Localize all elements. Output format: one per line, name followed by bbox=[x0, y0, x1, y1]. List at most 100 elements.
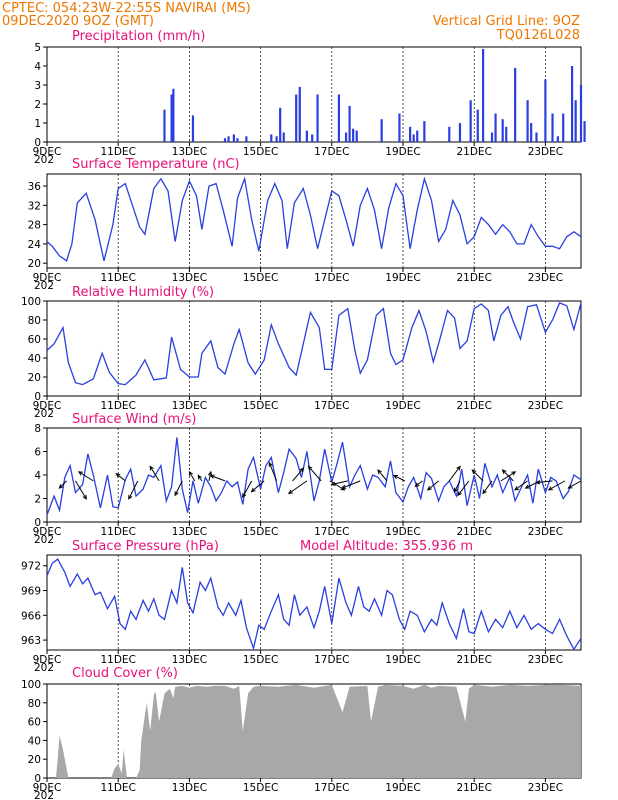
x-tick-label: 17DEC bbox=[314, 526, 349, 538]
x-year-fragment: 202 bbox=[34, 534, 54, 546]
wind-arrow bbox=[454, 480, 461, 492]
precip-bar bbox=[236, 138, 239, 142]
y-tick-label: 20 bbox=[28, 372, 41, 384]
wind-arrow-head bbox=[207, 470, 213, 476]
wind-arrow bbox=[149, 466, 160, 482]
precip-bar bbox=[574, 100, 577, 142]
precip-bar bbox=[514, 67, 517, 142]
precip-bar bbox=[544, 79, 547, 142]
wind-arrow bbox=[116, 473, 126, 482]
y-tick-label: 3 bbox=[34, 80, 41, 92]
x-tick-label: 19DEC bbox=[385, 526, 420, 538]
wind-arrow-head bbox=[482, 489, 487, 495]
panel-annotation: Model Altitude: 355.936 m bbox=[300, 539, 473, 554]
plot-frame bbox=[46, 46, 582, 143]
precip-bar bbox=[505, 126, 508, 142]
wind-arrows bbox=[58, 461, 582, 500]
precip-bar bbox=[316, 94, 319, 142]
precip-bar bbox=[409, 126, 412, 142]
wind-arrow bbox=[251, 480, 265, 493]
x-tick-label: 9DEC bbox=[33, 272, 62, 284]
wind-arrow bbox=[427, 480, 439, 491]
wind-arrow-head bbox=[471, 469, 477, 475]
x-tick-label: 11DEC bbox=[100, 400, 135, 412]
wind-arrow-head bbox=[535, 480, 541, 485]
precip-bar bbox=[295, 94, 298, 142]
wind-arrow bbox=[78, 471, 94, 482]
precip-bar bbox=[170, 94, 173, 142]
wind-arrow bbox=[75, 480, 87, 500]
panel-title: Cloud Cover (%) bbox=[72, 666, 178, 681]
x-tick-label: 11DEC bbox=[100, 782, 135, 794]
wind-arrow bbox=[568, 480, 582, 489]
wind-arrow-head bbox=[426, 486, 432, 491]
x-tick-label: 9DEC bbox=[33, 400, 62, 412]
series-line bbox=[46, 558, 582, 651]
wind-arrow bbox=[331, 480, 348, 485]
x-tick-label: 19DEC bbox=[385, 146, 420, 158]
precip-bar bbox=[535, 132, 538, 142]
wind-arrow bbox=[471, 469, 484, 482]
panel-title: Relative Humidity (%) bbox=[72, 285, 214, 300]
wind-arrow-head bbox=[511, 471, 517, 476]
x-tick-label: 9DEC bbox=[33, 782, 62, 794]
wind-arrow bbox=[210, 475, 226, 482]
y-tick-label: 0 bbox=[34, 391, 41, 403]
panel-title: Surface Wind (m/s) bbox=[72, 412, 196, 427]
y-tick-label: 40 bbox=[28, 353, 41, 365]
precip-bar bbox=[476, 109, 479, 142]
panel-title: Precipitation (mm/h) bbox=[72, 29, 205, 44]
y-tick-label: 1 bbox=[34, 118, 41, 130]
y-tick-label: 6 bbox=[34, 447, 41, 459]
precip-bar bbox=[355, 130, 358, 142]
x-tick-label: 23DEC bbox=[528, 654, 563, 666]
panel-0: Precipitation (mm/h) 9DEC 11DEC 13DEC 15DEC 1… bbox=[33, 29, 586, 166]
x-tick-label: 21DEC bbox=[456, 146, 491, 158]
wind-arrow-head bbox=[514, 486, 520, 491]
x-tick-label: 13DEC bbox=[172, 400, 207, 412]
y-tick-label: 80 bbox=[28, 315, 41, 327]
y-tick-label: 4 bbox=[34, 61, 41, 73]
precip-bar bbox=[298, 86, 301, 142]
precip-bar bbox=[163, 109, 166, 142]
wind-arrow bbox=[393, 475, 406, 482]
wind-arrow-head bbox=[307, 465, 313, 471]
y-tick-label: 100 bbox=[21, 296, 41, 308]
wind-arrow-head bbox=[115, 472, 121, 478]
x-tick-label: 17DEC bbox=[314, 654, 349, 666]
wind-arrow-head bbox=[341, 484, 347, 489]
x-tick-label: 23DEC bbox=[528, 526, 563, 538]
wind-arrow bbox=[308, 466, 322, 482]
x-tick-label: 21DEC bbox=[456, 400, 491, 412]
x-tick-label: 11DEC bbox=[100, 654, 135, 666]
x-tick-label: 15DEC bbox=[243, 526, 278, 538]
x-tick-label: 17DEC bbox=[314, 272, 349, 284]
wind-arrow bbox=[514, 480, 528, 491]
precip-bar bbox=[305, 130, 308, 142]
precip-bar bbox=[530, 123, 533, 142]
precip-bar bbox=[469, 100, 472, 142]
precip-bar bbox=[458, 123, 462, 142]
series-line bbox=[46, 176, 582, 262]
x-tick-label: 17DEC bbox=[314, 146, 349, 158]
panel-title: Surface Temperature (nC) bbox=[72, 157, 240, 172]
precip-bar bbox=[398, 113, 401, 142]
precip-bar bbox=[348, 105, 351, 142]
wind-arrow-head bbox=[299, 467, 305, 473]
precip-bar bbox=[275, 136, 278, 142]
x-tick-label: 15DEC bbox=[243, 272, 278, 284]
y-tick-label: 20 bbox=[28, 258, 41, 270]
precip-bar bbox=[232, 134, 235, 142]
precip-bar bbox=[412, 134, 415, 142]
wind-arrow-head bbox=[242, 493, 247, 499]
wind-arrow-head bbox=[330, 481, 336, 486]
y-tick-label: 36 bbox=[28, 181, 42, 193]
precip-bar bbox=[380, 119, 383, 142]
y-tick-label: 0 bbox=[34, 517, 41, 529]
precip-bar bbox=[352, 128, 355, 142]
wind-arrow-head bbox=[414, 482, 420, 487]
panel-1: Surface Temperature (nC) 9DEC 11DEC 13DEC 15… bbox=[28, 157, 582, 292]
wind-arrow-head bbox=[58, 484, 64, 489]
wind-arrow-head bbox=[454, 487, 459, 493]
precip-bar bbox=[448, 126, 451, 142]
